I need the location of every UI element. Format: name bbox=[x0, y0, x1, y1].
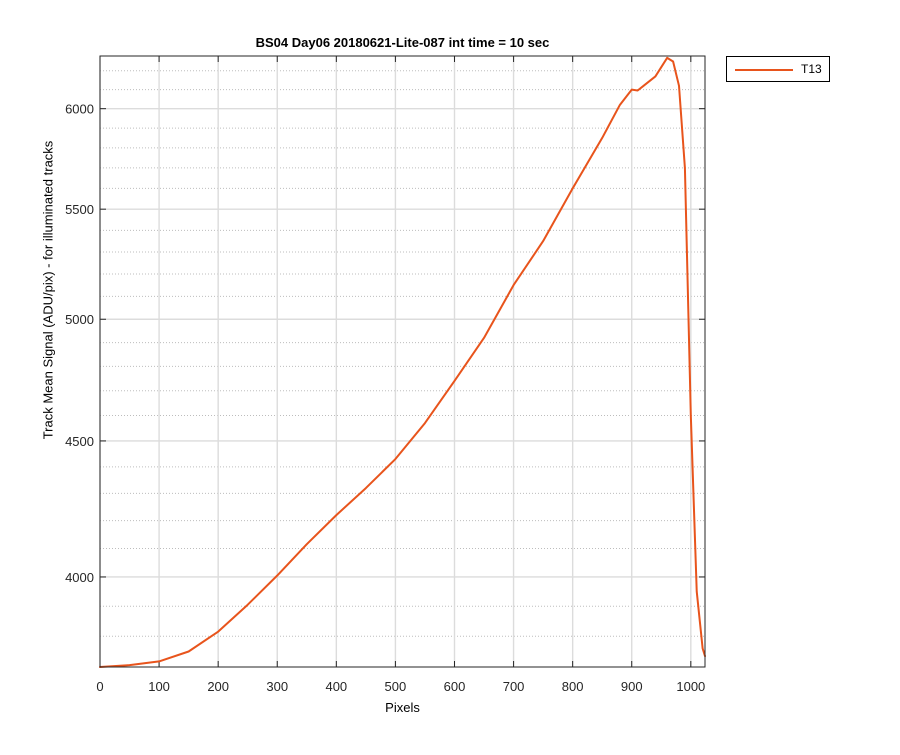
plot-frame bbox=[99, 55, 706, 668]
x-tick-label: 100 bbox=[148, 679, 170, 694]
data-layer bbox=[99, 56, 706, 668]
series-line-t13 bbox=[99, 56, 706, 668]
x-tick-label: 1000 bbox=[676, 679, 705, 694]
x-tick-label: 700 bbox=[503, 679, 525, 694]
y-tick-label: 6000 bbox=[65, 102, 94, 117]
x-tick-label: 900 bbox=[621, 679, 643, 694]
x-tick-label: 600 bbox=[444, 679, 466, 694]
y-tick-label: 4500 bbox=[65, 434, 94, 449]
x-tick-label: 0 bbox=[96, 679, 103, 694]
legend-line-swatch bbox=[735, 69, 793, 71]
grid-layer bbox=[99, 56, 705, 668]
legend-entry-t13: T13 bbox=[801, 62, 822, 76]
y-tick-label: 5500 bbox=[65, 202, 94, 217]
x-tick-label: 200 bbox=[207, 679, 229, 694]
chart-title: BS04 Day06 20180621-Lite-087 int time = … bbox=[255, 35, 550, 50]
x-tick-label: 400 bbox=[325, 679, 347, 694]
x-tick-label: 500 bbox=[385, 679, 407, 694]
x-axis-label: Pixels bbox=[385, 700, 420, 715]
y-axis-label: Track Mean Signal (ADU/pix) - for illumi… bbox=[40, 140, 56, 440]
x-tick-label: 800 bbox=[562, 679, 584, 694]
x-tick-label: 300 bbox=[266, 679, 288, 694]
y-tick-label: 4000 bbox=[65, 570, 94, 585]
y-tick-label: 5000 bbox=[65, 312, 94, 327]
tick-layer: 0 100 200 300 400 500 600 700 800 900 1000 4000 4500… bbox=[65, 56, 705, 694]
legend[interactable]: T13 bbox=[726, 56, 830, 82]
